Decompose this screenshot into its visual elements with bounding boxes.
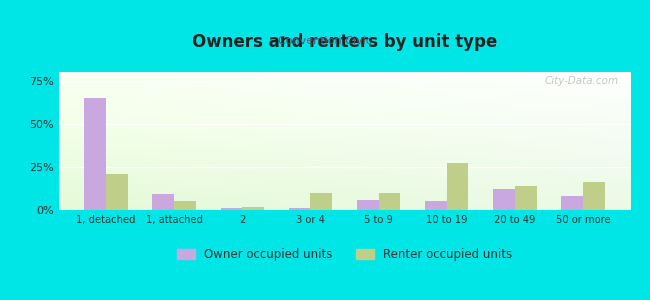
Bar [289,208,311,210]
Bar [220,208,242,210]
Bar [242,206,264,210]
Text: Convention Civic: Convention Civic [278,36,372,46]
Bar [311,193,332,210]
Legend: Owner occupied units, Renter occupied units: Owner occupied units, Renter occupied un… [172,244,517,266]
Bar [493,189,515,210]
Bar [153,194,174,210]
Bar [106,174,128,210]
Bar [174,201,196,210]
Text: City-Data.com: City-Data.com [545,76,619,86]
Bar [583,182,605,210]
Bar [84,98,106,210]
Bar [561,196,583,210]
Bar [378,193,400,210]
Bar [425,201,447,210]
Bar [447,164,469,210]
Title: Owners and renters by unit type: Owners and renters by unit type [192,33,497,51]
Bar [357,200,378,210]
Bar [515,186,536,210]
